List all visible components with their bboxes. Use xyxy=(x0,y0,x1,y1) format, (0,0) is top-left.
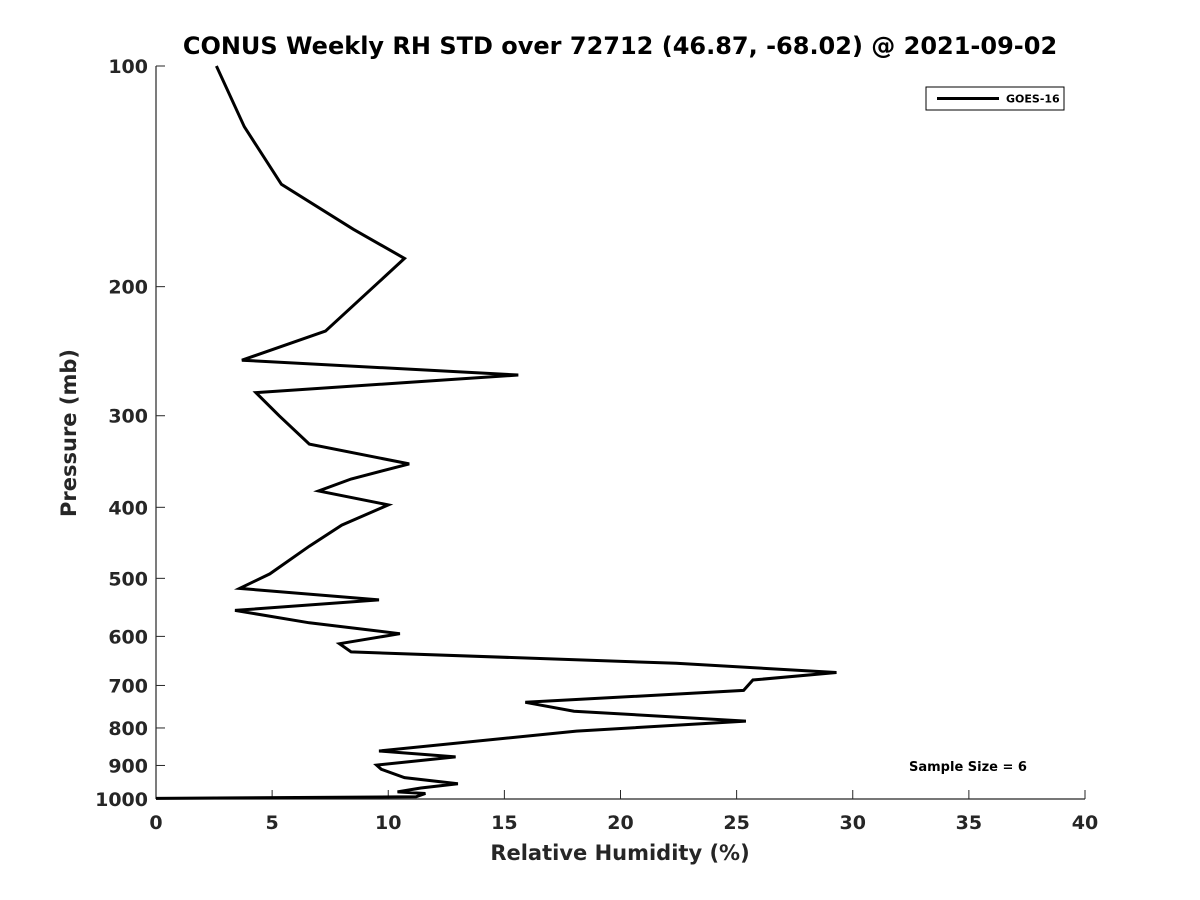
y-tick-label: 200 xyxy=(108,277,148,299)
y-axis-ticks: 100 200 300 400 500 600 700 800 900 1000 xyxy=(95,56,165,811)
x-tick-label: 25 xyxy=(723,812,749,834)
x-tick-label: 40 xyxy=(1072,812,1098,834)
y-tick-label: 300 xyxy=(108,406,148,428)
y-tick-label: 100 xyxy=(108,56,148,78)
y-tick-label: 800 xyxy=(108,718,148,740)
y-tick-label: 900 xyxy=(108,755,148,777)
y-tick-label: 400 xyxy=(108,497,148,519)
series-line-goes-16 xyxy=(155,65,837,800)
x-tick-label: 5 xyxy=(266,812,279,834)
legend-entry-goes-16: GOES-16 xyxy=(1006,93,1060,106)
y-tick-label: 600 xyxy=(108,626,148,648)
x-tick-label: 35 xyxy=(956,812,982,834)
x-tick-label: 10 xyxy=(375,812,401,834)
y-tick-label: 500 xyxy=(108,568,148,590)
y-axis-label: Pressure (mb) xyxy=(57,349,81,517)
y-tick-label: 700 xyxy=(108,675,148,697)
x-tick-label: 0 xyxy=(149,812,162,834)
x-axis-ticks: 0 5 10 15 20 25 30 35 40 xyxy=(149,790,1098,834)
x-tick-label: 20 xyxy=(607,812,633,834)
sample-size-annotation: Sample Size = 6 xyxy=(909,760,1027,775)
x-tick-label: 15 xyxy=(491,812,517,834)
y-tick-label: 1000 xyxy=(95,789,148,811)
series-layer xyxy=(155,65,837,800)
legend: GOES-16 xyxy=(925,86,1065,111)
x-axis-label: Relative Humidity (%) xyxy=(490,841,749,865)
chart-title: CONUS Weekly RH STD over 72712 (46.87, -… xyxy=(183,32,1057,60)
x-tick-label: 30 xyxy=(840,812,866,834)
